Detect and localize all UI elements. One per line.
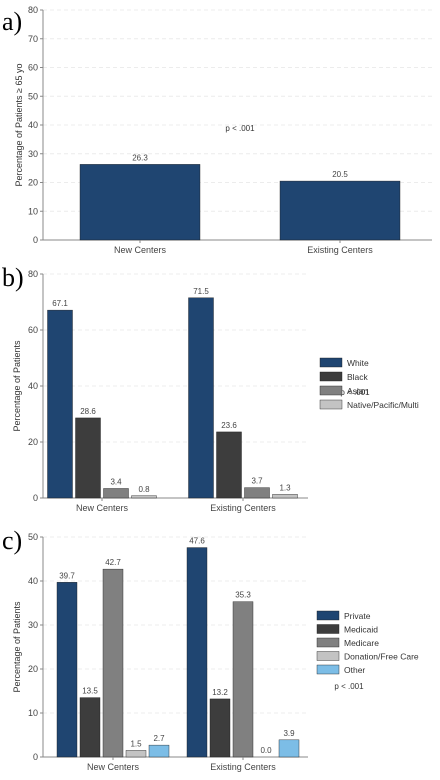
y-tick-label: 10	[28, 206, 38, 216]
bar-value-label: 47.6	[189, 537, 205, 546]
legend-swatch	[316, 624, 340, 634]
bar-white	[47, 309, 73, 499]
y-tick-label: 30	[28, 620, 38, 630]
bar-value-label: 3.7	[251, 477, 263, 486]
panel-letter: b)	[2, 263, 24, 292]
bar-value-label: 28.6	[80, 407, 96, 416]
bar-value-label: 23.6	[221, 421, 237, 430]
chart-panel-3: c) 0 10 20 30 40 50 Percentage of Patients 39.7 1…	[2, 526, 419, 772]
legend: Private Medicaid Medicare Donation/Free Car…	[316, 610, 419, 675]
bar-value-label: 0.8	[138, 485, 150, 494]
p-value-annotation: p < .001	[340, 388, 370, 397]
bar-donation-free-care	[125, 750, 147, 758]
y-tick-label: 0	[33, 493, 38, 503]
bar-value-label: 35.3	[235, 591, 251, 600]
bar-value-label: 1.5	[130, 739, 142, 748]
bar-value	[279, 180, 401, 241]
bar-native-pacific-multi	[272, 494, 298, 499]
y-tick-label: 30	[28, 149, 38, 159]
bar-value-label: 3.4	[110, 477, 122, 486]
bar-black	[75, 417, 101, 499]
bar-medicare	[102, 568, 124, 758]
y-tick-label: 0	[33, 752, 38, 762]
panel-letter: a)	[2, 7, 22, 36]
bar-native-pacific-multi	[131, 495, 157, 499]
legend-swatch	[319, 357, 343, 368]
bar-value-label: 0.0	[260, 746, 272, 755]
legend-label: Medicaid	[344, 625, 378, 635]
y-axis-label: Percentage of Patients	[12, 601, 22, 693]
y-tick-label: 20	[28, 437, 38, 447]
y-axis-label: Percentage of Patients ≥ 65 yo	[14, 63, 24, 186]
bar-value-label: 13.2	[212, 688, 228, 697]
y-tick-label: 0	[33, 235, 38, 245]
bar-private	[186, 547, 208, 758]
bar-medicaid	[79, 697, 101, 758]
bar-value-label: 71.5	[193, 287, 209, 296]
y-axis-label: Percentage of Patients	[12, 340, 22, 432]
legend-label: Private	[344, 611, 371, 621]
legend-label: Asian	[347, 386, 369, 396]
legend: White Black Asian Native/Pacific/Multi	[319, 357, 419, 410]
y-tick-label: 20	[28, 664, 38, 674]
legend-label: Other	[344, 665, 365, 675]
y-tick-label: 40	[28, 576, 38, 586]
y-tick-label: 50	[28, 91, 38, 101]
bar-private	[56, 582, 78, 758]
bar-value-label: 1.3	[279, 483, 291, 492]
x-tick-label: New Centers	[76, 503, 129, 513]
bar-value-label: 42.7	[105, 558, 121, 567]
legend-label: Native/Pacific/Multi	[347, 400, 419, 410]
y-tick-label: 80	[28, 269, 38, 279]
legend-label: Medicare	[344, 638, 379, 648]
bar-medicare	[232, 601, 254, 758]
bar-value-label: 2.7	[153, 734, 165, 743]
chart-panel-1: a) 0 10 20 30 40 50 60 70 80 Percentage of Patient…	[2, 5, 432, 255]
legend-swatch	[316, 637, 340, 648]
bar-value	[79, 164, 201, 241]
bar-value-label: 39.7	[59, 571, 75, 580]
p-value-annotation: p < .001	[225, 124, 255, 133]
legend-swatch	[319, 371, 343, 382]
y-tick-label: 40	[28, 381, 38, 391]
y-tick-label: 40	[28, 120, 38, 130]
bar-value-label: 20.5	[332, 170, 348, 179]
legend-swatch	[319, 385, 343, 396]
y-tick-label: 50	[28, 532, 38, 542]
legend-label: Black	[347, 372, 369, 382]
legend-label: Donation/Free Care	[344, 652, 419, 662]
legend-label: White	[347, 358, 369, 368]
bar-medicaid	[209, 698, 231, 758]
x-tick-label: Existing Centers	[307, 245, 373, 255]
y-tick-label: 60	[28, 325, 38, 335]
x-tick-label: Existing Centers	[210, 503, 276, 513]
bar-asian	[103, 488, 129, 499]
bar-value-label: 3.9	[283, 729, 295, 738]
y-tick-label: 20	[28, 178, 38, 188]
y-tick-label: 80	[28, 5, 38, 15]
bar-value-label: 13.5	[82, 687, 98, 696]
y-tick-label: 60	[28, 63, 38, 73]
x-tick-label: Existing Centers	[210, 762, 276, 772]
bar-white	[188, 297, 214, 499]
x-tick-label: New Centers	[114, 245, 167, 255]
bar-other	[278, 739, 300, 758]
bar-black	[216, 431, 242, 499]
bar-value-label: 67.1	[52, 299, 68, 308]
y-tick-label: 70	[28, 34, 38, 44]
bar-other	[148, 744, 170, 758]
bar-value-label: 26.3	[132, 153, 148, 162]
legend-swatch	[316, 664, 340, 675]
legend-swatch	[316, 651, 340, 661]
x-tick-label: New Centers	[87, 762, 140, 772]
p-value-annotation: p < .001	[334, 682, 364, 691]
legend-swatch	[316, 610, 340, 621]
chart-panel-2: b) 0 20 40 60 80 Percentage of Patients 67.1 28.…	[2, 263, 419, 513]
legend-swatch	[319, 399, 343, 410]
panel-letter: c)	[2, 526, 22, 555]
bar-asian	[244, 487, 270, 499]
y-tick-label: 10	[28, 708, 38, 718]
